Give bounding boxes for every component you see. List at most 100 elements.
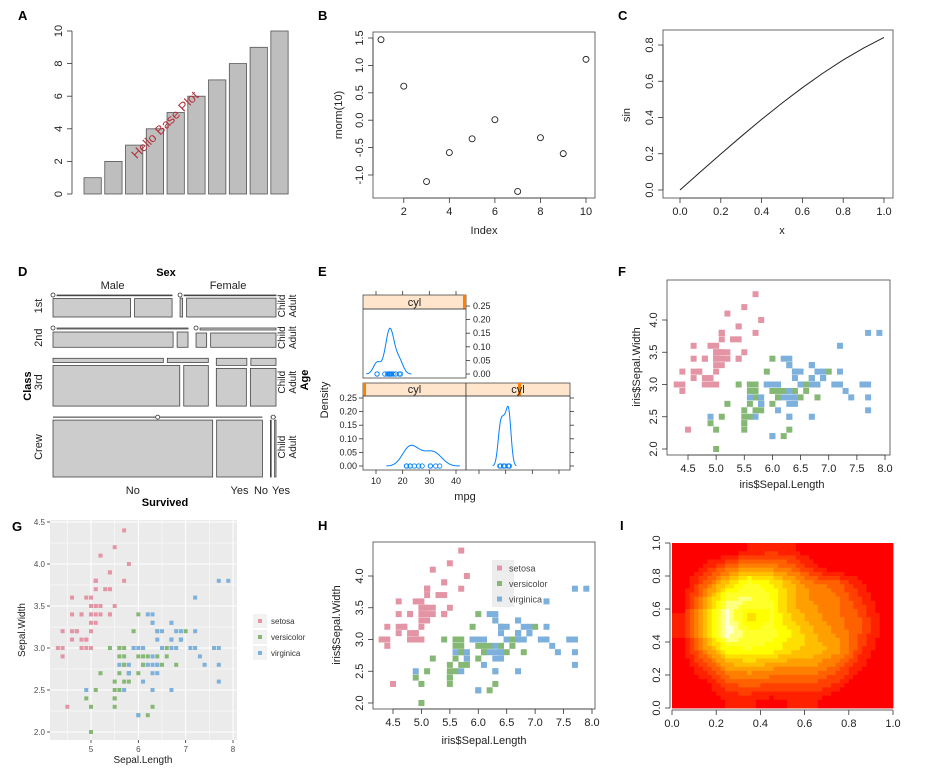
i-heat-cell (835, 600, 841, 606)
i-heat-cell (760, 576, 766, 581)
i-heat-cell (747, 666, 752, 672)
i-heat-cell (839, 567, 845, 573)
i-heat-cell (884, 666, 889, 672)
i-heat-cell (760, 596, 766, 602)
i-heat-cell (817, 604, 823, 610)
panel-label-e: E (318, 264, 327, 279)
i-heat-cell (733, 580, 739, 585)
i-heat-cell (879, 654, 885, 659)
i-heat-cell (813, 596, 819, 602)
h-point (475, 636, 482, 643)
i-heat-cell (689, 576, 695, 581)
i-heat-cell (809, 617, 814, 622)
d-cell (179, 297, 184, 318)
i-heat-cell (875, 600, 881, 606)
e-rug-point (397, 371, 404, 377)
g-point (93, 587, 98, 592)
i-heat-cell (791, 703, 797, 709)
i-heat-cell (760, 617, 766, 622)
i-heat-cell (689, 609, 695, 614)
i-heat-cell (866, 563, 872, 569)
i-heat-cell (689, 654, 695, 659)
h-point (401, 623, 408, 630)
i-heat-cell (817, 654, 823, 659)
i-heat-cell (844, 670, 850, 676)
i-heat-cell (848, 592, 854, 598)
i-heat-cell (742, 543, 748, 548)
e-panel-box (465, 395, 571, 471)
i-heat-cell (720, 691, 726, 697)
i-heat-cell (839, 670, 845, 676)
i-heat-cell (778, 617, 783, 622)
i-heat-cell (853, 600, 859, 606)
i-heat-cell (853, 695, 859, 701)
i-heat-cell (782, 666, 788, 672)
i-heat-cell (888, 654, 894, 659)
i-heat-cell (879, 584, 885, 589)
i-heat-cell (672, 625, 677, 631)
i-heat-cell (738, 613, 744, 618)
i-heat-cell (694, 666, 699, 672)
i-heat-cell (866, 687, 872, 692)
i-heat-cell (813, 621, 819, 626)
i-heat-cell (751, 695, 757, 701)
i-heat-cell (782, 629, 788, 635)
h-point (515, 630, 522, 637)
i-heat-cell (782, 703, 788, 709)
i-heat-cell (839, 571, 845, 577)
i-heat-cell (738, 555, 744, 560)
i-heat-cell (817, 703, 823, 709)
i-heat-cell (760, 683, 766, 688)
i-heat-cell (848, 609, 854, 614)
i-heat-cell (672, 629, 677, 635)
i-heat-cell (786, 604, 792, 610)
h-point (441, 579, 448, 586)
i-heat-cell (672, 637, 677, 643)
i-heat-cell (786, 646, 792, 651)
i-heat-cell (672, 642, 677, 647)
i-heat-cell (875, 588, 881, 593)
i-heat-cell (672, 609, 677, 614)
i-heat-cell (857, 695, 863, 701)
i-heat-cell (694, 588, 699, 593)
i-heat-cell (702, 654, 708, 659)
i-heat-cell (702, 695, 708, 701)
i-heat-cell (680, 580, 686, 585)
i-heat-cell (773, 563, 779, 569)
i-heat-cell (720, 596, 726, 602)
i-heat-cell (720, 662, 726, 668)
i-heat-cell (844, 687, 850, 692)
b-ylabel: rnorm(10) (333, 91, 345, 139)
i-heat-cell (844, 592, 850, 598)
i-heat-cell (888, 658, 894, 664)
i-heat-cell (738, 580, 744, 585)
i-heat-cell (800, 580, 805, 585)
i-heat-cell (778, 695, 783, 701)
i-heat-cell (751, 596, 757, 602)
f-point (780, 387, 787, 394)
i-heat-cell (773, 596, 779, 602)
i-heat-cell (813, 662, 819, 668)
i-heat-cell (813, 683, 819, 688)
i-heat-cell (853, 675, 859, 680)
i-heat-cell (773, 646, 779, 651)
i-heat-cell (817, 551, 823, 556)
i-heat-cell (800, 555, 805, 560)
i-heat-cell (773, 567, 779, 573)
i-heat-cell (707, 600, 713, 606)
i-heat-cell (764, 658, 770, 664)
g-point (202, 662, 207, 667)
i-heat-cell (751, 629, 757, 635)
i-heat-cell (720, 576, 726, 581)
i-heat-cell (702, 642, 708, 647)
e-y-tick-label: 0.15 (339, 420, 357, 430)
i-heat-cell (738, 543, 744, 548)
i-heat-cell (831, 646, 836, 651)
g-point (169, 646, 174, 650)
i-heat-cell (760, 695, 766, 701)
f-point (836, 381, 843, 388)
i-heat-cell (804, 576, 810, 581)
i-heat-cell (702, 629, 708, 635)
i-heat-cell (862, 691, 867, 697)
i-heat-cell (875, 596, 881, 602)
